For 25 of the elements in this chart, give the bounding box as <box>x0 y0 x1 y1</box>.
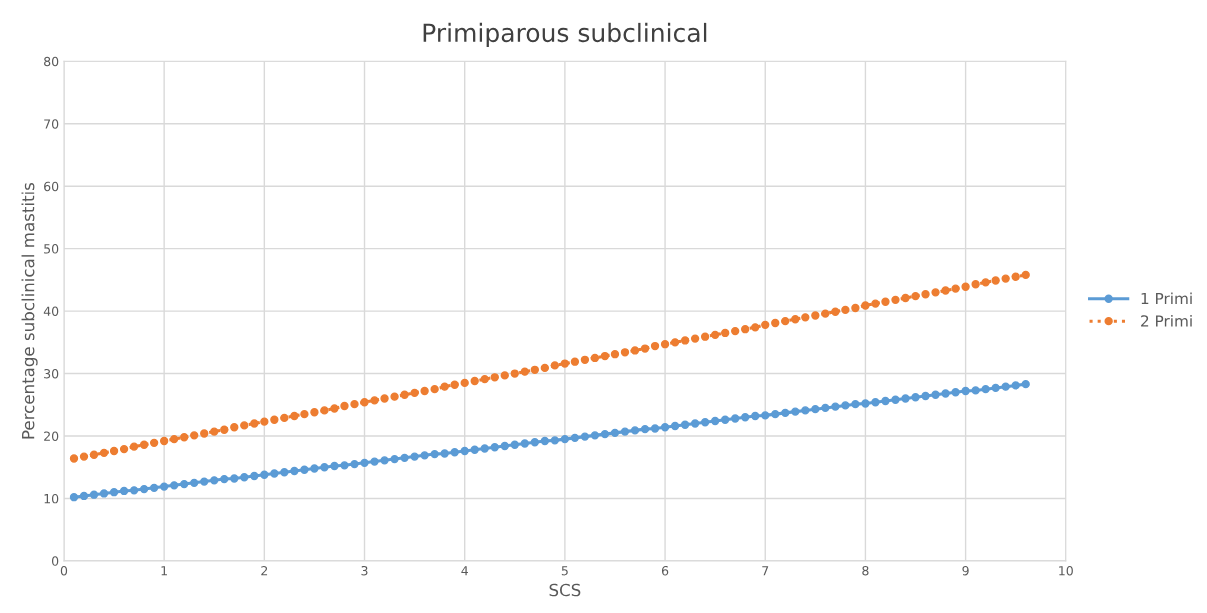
y-tick-label: 30 <box>44 369 59 379</box>
x-tick-label: 7 <box>762 566 769 576</box>
x-tick-label: 10 <box>1059 565 1073 576</box>
y-tick-label: 60 <box>44 181 59 192</box>
y-tick-label: 0 <box>51 556 59 566</box>
y-axis-title: Percentage subclinical mastitis <box>21 182 38 439</box>
y-tick-label: 40 <box>43 306 59 317</box>
x-tick-label: 0 <box>60 565 68 576</box>
x-tick-label: 8 <box>862 565 869 576</box>
x-tick-label: 5 <box>561 566 568 576</box>
legend-label: 1 Primi <box>1141 292 1192 305</box>
x-tick-label: 1 <box>161 566 167 576</box>
legend-label: 2 Primi <box>1141 314 1192 327</box>
chart-title: Primiparous subclinical <box>423 22 707 48</box>
y-tick-label: 10 <box>44 493 59 504</box>
x-tick-label: 3 <box>361 565 368 576</box>
x-tick-label: 6 <box>661 565 669 576</box>
y-tick-label: 70 <box>44 119 59 129</box>
x-axis-title: SCS <box>549 583 581 597</box>
x-tick-label: 2 <box>261 565 268 576</box>
y-tick-label: 50 <box>44 244 59 254</box>
y-tick-label: 80 <box>44 56 59 67</box>
y-tick-label: 20 <box>44 431 59 441</box>
x-tick-label: 4 <box>461 566 468 576</box>
x-tick-label: 9 <box>962 565 969 576</box>
